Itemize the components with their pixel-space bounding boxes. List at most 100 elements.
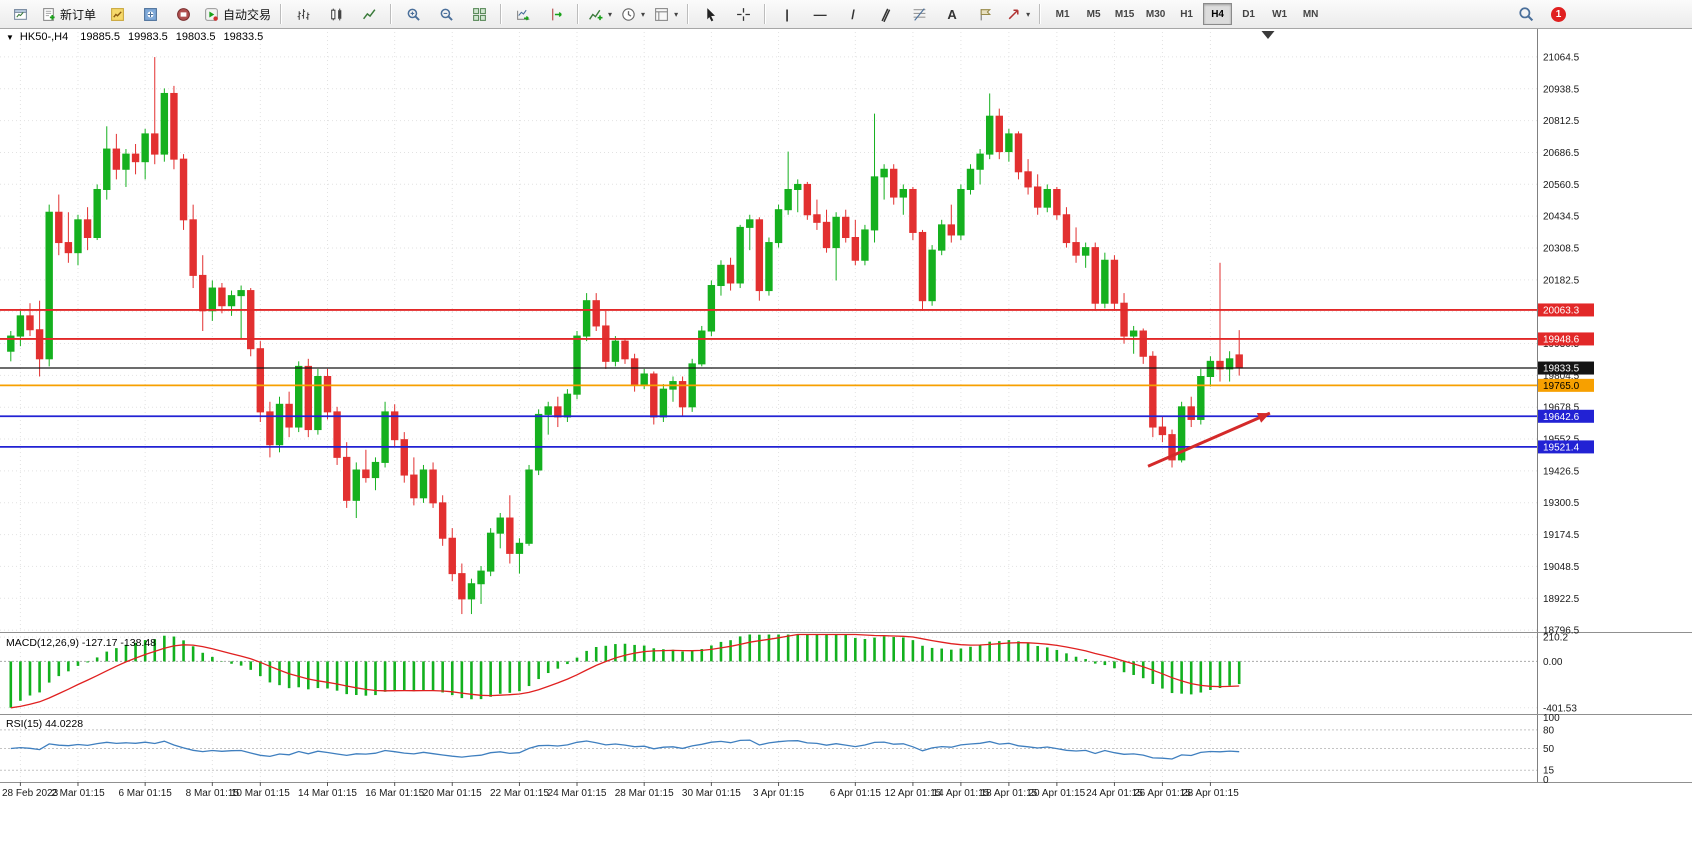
price-tag-19642.6 bbox=[1538, 409, 1594, 423]
timeframe-w1[interactable]: W1 bbox=[1272, 8, 1288, 20]
candle-body bbox=[1033, 186, 1042, 208]
toolbar-separator bbox=[687, 4, 690, 24]
candle-body bbox=[755, 219, 764, 292]
price-tick-label: 18796.5 bbox=[1543, 626, 1580, 637]
search-icon bbox=[1519, 7, 1534, 22]
zoom-in-button[interactable] bbox=[397, 1, 429, 27]
chart-bars-button[interactable] bbox=[287, 1, 319, 27]
price-tick-label: 19426.5 bbox=[1543, 466, 1580, 477]
candle-body bbox=[141, 133, 149, 163]
rsi-scale-label: 80 bbox=[1543, 725, 1555, 736]
text-label-button[interactable] bbox=[969, 1, 1001, 27]
tile-windows-icon bbox=[472, 7, 486, 21]
new-chart-button[interactable] bbox=[4, 1, 36, 27]
candle-body bbox=[342, 456, 351, 501]
candle-body bbox=[534, 413, 543, 471]
candle-body bbox=[170, 92, 178, 160]
main-toolbar: 新订单 自动交易 ▾ bbox=[0, 0, 1692, 29]
price-chart-canvas[interactable]: 21064.5 20938.5 20812.5 20686.5 20560.5 20434… bbox=[0, 28, 1692, 859]
rsi-panel bbox=[0, 729, 1537, 771]
time-tick-label: 20 Mar 01:15 bbox=[423, 788, 482, 799]
chart-shift-icon bbox=[551, 8, 562, 20]
zoom-out-button[interactable] bbox=[430, 1, 462, 27]
candle-body bbox=[525, 469, 533, 544]
time-tick-label: 30 Mar 01:15 bbox=[682, 788, 741, 799]
equidistant-channel-button[interactable]: ∥ bbox=[870, 1, 902, 27]
candle-body bbox=[582, 300, 591, 337]
terminal-button[interactable] bbox=[167, 1, 199, 27]
arrow-shape-icon bbox=[1008, 8, 1019, 19]
candle-body bbox=[937, 224, 946, 251]
time-tick-label: 12 Apr 01:15 bbox=[885, 788, 942, 799]
timeframe-h4[interactable]: H4 bbox=[1203, 3, 1233, 25]
candle-body bbox=[880, 168, 888, 178]
vertical-line-button[interactable]: | bbox=[771, 1, 803, 27]
candle-body bbox=[573, 335, 581, 395]
candles-layer bbox=[7, 57, 1243, 615]
trendline-button[interactable]: / bbox=[837, 1, 869, 27]
autotrading-button[interactable]: 自动交易 bbox=[200, 1, 275, 27]
periods-button[interactable]: ▾ bbox=[617, 1, 649, 27]
arrows-button[interactable]: ▾ bbox=[1002, 1, 1034, 27]
candle-body bbox=[1225, 358, 1234, 370]
candle-body bbox=[410, 474, 418, 499]
chart-candles-button[interactable] bbox=[320, 1, 352, 27]
candle-body bbox=[131, 153, 140, 163]
timeframe-d1[interactable]: D1 bbox=[1242, 8, 1255, 20]
collapse-icon[interactable]: ▼ bbox=[6, 32, 14, 42]
navigator-button[interactable] bbox=[134, 1, 166, 27]
chevron-down-icon: ▾ bbox=[674, 9, 679, 19]
candle-body bbox=[1206, 360, 1215, 378]
notification-badge[interactable]: 1 bbox=[1551, 6, 1566, 22]
candle-body bbox=[659, 388, 668, 418]
timeframe-m30[interactable]: M30 bbox=[1145, 8, 1166, 20]
candle-body bbox=[1129, 330, 1138, 337]
candle-body bbox=[314, 376, 322, 431]
price-tag-19765.0 bbox=[1538, 378, 1594, 392]
timeframe-m15[interactable]: M15 bbox=[1114, 8, 1135, 20]
candle-body bbox=[486, 532, 495, 572]
tile-windows-button[interactable] bbox=[463, 1, 495, 27]
candle-body bbox=[26, 315, 34, 331]
timeframe-m1[interactable]: M1 bbox=[1055, 8, 1070, 20]
candle-body bbox=[736, 226, 744, 284]
timeframe-m5[interactable]: M5 bbox=[1086, 8, 1101, 20]
price-tick-label: 20308.5 bbox=[1543, 243, 1580, 254]
search-button[interactable] bbox=[1510, 1, 1542, 27]
time-tick-label: 22 Mar 01:15 bbox=[490, 788, 549, 799]
horizontal-line-button[interactable]: — bbox=[804, 1, 836, 27]
candle-body bbox=[640, 373, 648, 385]
candle-body bbox=[717, 264, 725, 287]
templates-button[interactable]: ▾ bbox=[650, 1, 682, 27]
time-tick-label: 18 Apr 01:15 bbox=[981, 788, 1038, 799]
candle-body bbox=[227, 295, 236, 307]
candle-body bbox=[400, 439, 408, 476]
market-watch-button[interactable] bbox=[101, 1, 133, 27]
timeframe-mn[interactable]: MN bbox=[1302, 8, 1319, 20]
cursor-button[interactable] bbox=[694, 1, 726, 27]
zoom-out-icon bbox=[440, 8, 453, 21]
macd-panel bbox=[0, 633, 1537, 709]
chart-shift-button[interactable] bbox=[540, 1, 572, 27]
auto-scroll-button[interactable] bbox=[507, 1, 539, 27]
fibonacci-button[interactable] bbox=[903, 1, 935, 27]
chevron-down-icon: ▾ bbox=[608, 9, 613, 19]
text-button[interactable]: A bbox=[936, 1, 968, 27]
candle-body bbox=[515, 542, 524, 554]
crosshair-button[interactable] bbox=[727, 1, 759, 27]
macd-signal-line bbox=[10, 633, 1240, 709]
price-tick-label: 19678.5 bbox=[1543, 403, 1580, 414]
label-flag-icon bbox=[980, 8, 991, 20]
market-watch-icon bbox=[110, 7, 124, 21]
timeframe-h1[interactable]: H1 bbox=[1180, 8, 1193, 20]
candle-body bbox=[35, 329, 44, 360]
new-order-button[interactable]: 新订单 bbox=[37, 1, 100, 27]
zoom-in-icon bbox=[407, 8, 420, 21]
candle-body bbox=[323, 376, 332, 413]
macd-scale-label: 210.2 bbox=[1543, 633, 1568, 644]
chart-line-button[interactable] bbox=[353, 1, 385, 27]
navigator-icon bbox=[143, 7, 157, 21]
candle-body bbox=[1101, 259, 1109, 304]
macd-scale-label: -401.53 bbox=[1543, 703, 1577, 714]
indicators-button[interactable]: ▾ bbox=[584, 1, 616, 27]
